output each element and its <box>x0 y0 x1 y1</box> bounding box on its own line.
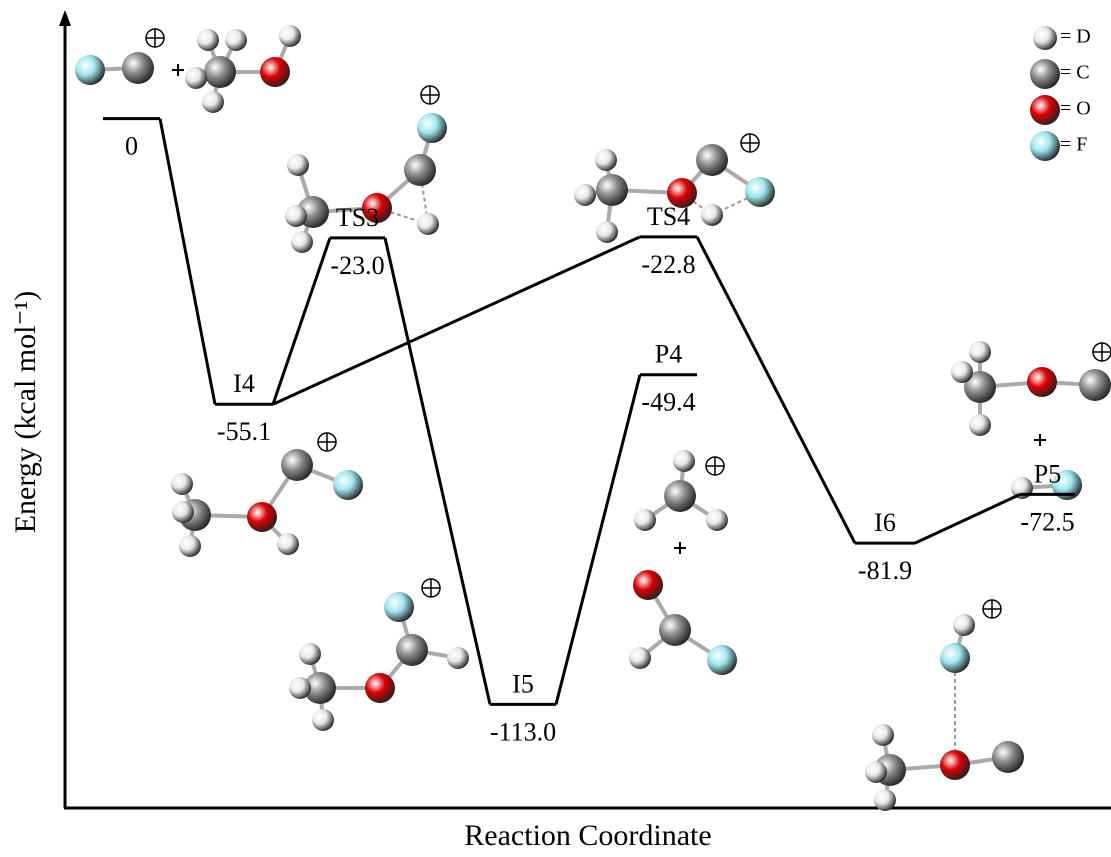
atom <box>629 647 651 669</box>
atom <box>1027 367 1057 397</box>
atom <box>953 614 975 636</box>
atom <box>417 113 447 143</box>
y-axis-title: Energy (kcal mol⁻¹) <box>9 291 42 534</box>
atom <box>75 55 105 85</box>
level-name: I5 <box>512 669 534 698</box>
atom <box>659 614 691 646</box>
level-name: I6 <box>874 508 896 537</box>
atom <box>185 67 207 89</box>
connector <box>273 238 330 404</box>
legend-text: = D <box>1060 26 1091 48</box>
legend-marker <box>1030 95 1060 125</box>
value-label: -113.0 <box>490 717 556 746</box>
level-name: I4 <box>233 369 255 398</box>
legend-text: = C <box>1060 62 1090 84</box>
connector <box>273 237 640 404</box>
atom <box>122 52 154 84</box>
atom <box>204 56 236 88</box>
atom <box>202 91 224 113</box>
atom <box>291 231 313 253</box>
atom <box>595 149 617 171</box>
atom <box>951 361 973 383</box>
atom <box>260 57 290 87</box>
atom <box>279 25 301 47</box>
atom <box>225 29 247 51</box>
atom <box>172 501 194 523</box>
value-label: 0 <box>125 132 138 161</box>
atom <box>333 470 363 500</box>
x-axis-title: Reaction Coordinate <box>464 819 711 852</box>
atom <box>171 473 193 495</box>
molecule <box>865 614 1024 811</box>
atom <box>673 450 695 472</box>
y-axis-arrow <box>59 10 71 26</box>
level-name: TS4 <box>647 202 690 231</box>
atom <box>969 414 991 436</box>
molecule <box>289 592 469 731</box>
atom <box>396 634 428 666</box>
atom <box>417 213 439 235</box>
molecule <box>629 570 737 675</box>
atom <box>969 341 991 363</box>
atom <box>312 709 334 731</box>
atom <box>633 570 663 600</box>
legend-marker <box>1030 131 1060 161</box>
atom <box>664 480 696 512</box>
atom <box>707 645 737 675</box>
level-name: TS3 <box>336 203 379 232</box>
atom <box>596 221 618 243</box>
atom <box>285 205 307 227</box>
atom <box>940 643 970 673</box>
atom <box>299 643 321 665</box>
atom <box>447 647 469 669</box>
connector <box>556 375 640 705</box>
legend-marker <box>1033 26 1057 50</box>
level-name: P5 <box>1034 459 1061 488</box>
atom <box>1079 369 1111 401</box>
connector <box>915 494 1020 543</box>
atom <box>287 154 309 176</box>
atom <box>634 509 656 531</box>
value-label: -55.1 <box>217 417 271 446</box>
atom <box>281 449 313 481</box>
atom <box>872 724 894 746</box>
value-label: -81.9 <box>858 556 912 585</box>
molecule <box>75 52 154 85</box>
atom <box>404 154 436 186</box>
connector <box>385 238 490 704</box>
atom <box>179 535 201 557</box>
value-label: -49.4 <box>641 388 695 417</box>
level-name: P4 <box>655 340 682 369</box>
molecule <box>634 450 728 531</box>
atom <box>277 533 299 555</box>
atom <box>365 673 395 703</box>
atom <box>865 761 887 783</box>
legend-text: = F <box>1060 134 1087 156</box>
atom <box>745 177 775 207</box>
atom <box>874 789 896 811</box>
atom <box>701 204 723 226</box>
molecule <box>171 449 363 557</box>
connector <box>160 119 215 405</box>
atom <box>197 29 219 51</box>
atom <box>247 502 277 532</box>
molecule <box>951 341 1111 436</box>
legend-marker <box>1030 59 1060 89</box>
atom <box>940 750 970 780</box>
atom <box>596 174 628 206</box>
connector <box>697 237 855 543</box>
chart: Reaction Coordinate Energy (kcal mol⁻¹) … <box>0 0 1111 857</box>
molecule <box>285 113 447 253</box>
atom <box>384 592 414 622</box>
atom <box>706 509 728 531</box>
value-label: -22.8 <box>641 250 695 279</box>
atom <box>574 184 596 206</box>
molecule <box>185 25 301 113</box>
atom <box>992 741 1024 773</box>
atom <box>696 144 728 176</box>
value-label: -72.5 <box>1020 507 1074 536</box>
legend-text: = O <box>1060 98 1091 120</box>
value-label: -23.0 <box>330 251 384 280</box>
atom <box>289 677 311 699</box>
